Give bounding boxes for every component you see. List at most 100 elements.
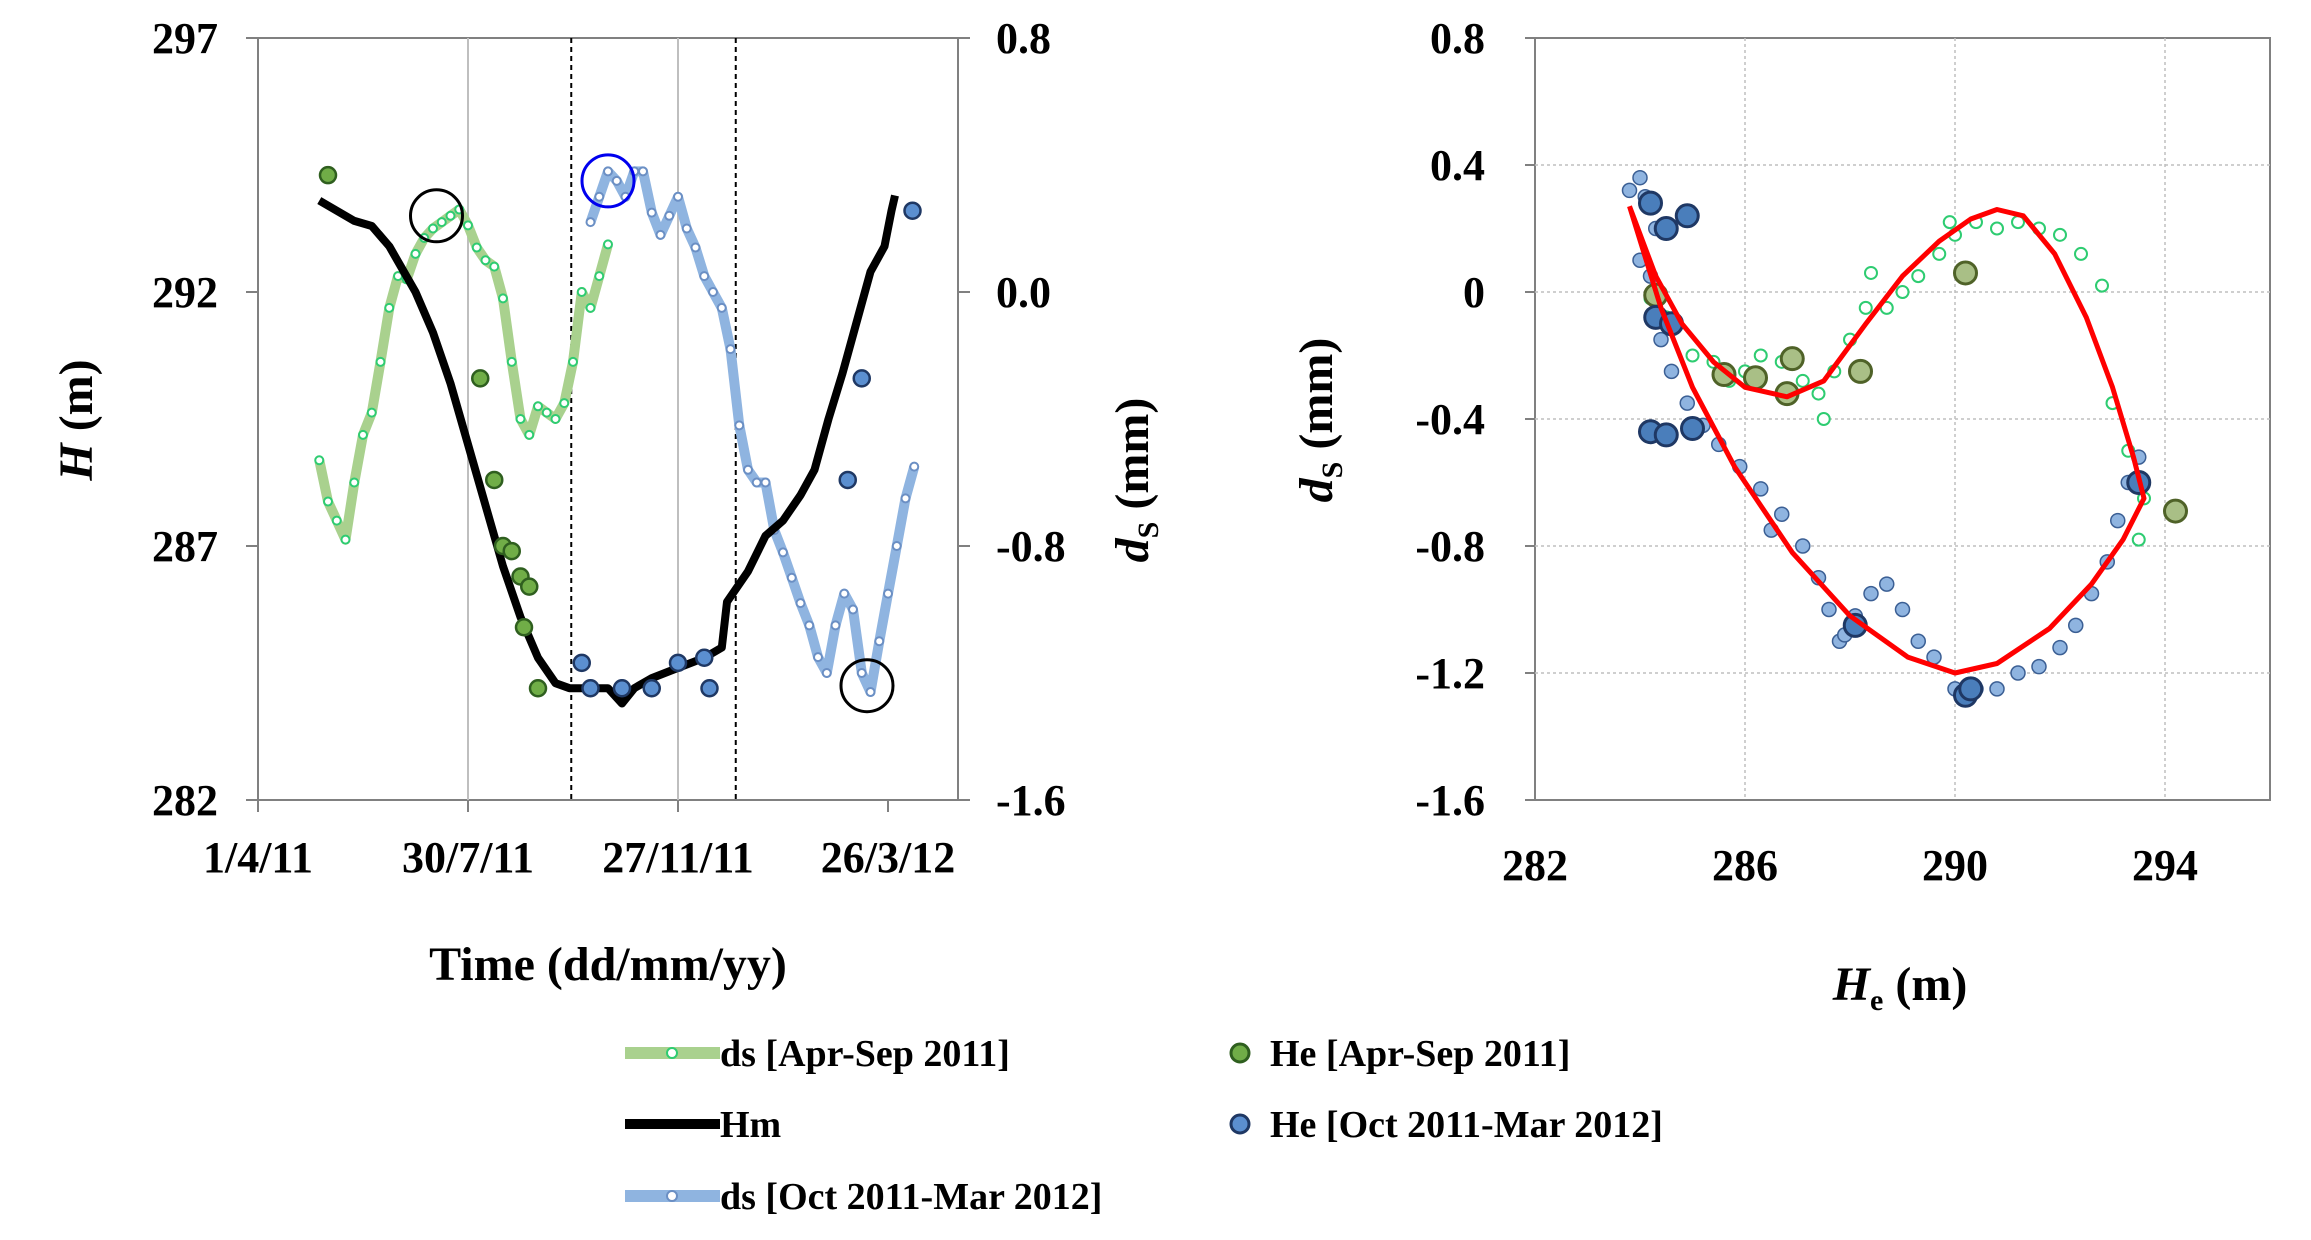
- ds-apr-sep-point-0: [314, 455, 325, 466]
- ds-oct-mar-point-2: [603, 166, 613, 177]
- he-oct-mar-point-0: [572, 653, 591, 673]
- ds-apr-sep-point-26: [541, 407, 552, 418]
- ds-apr-sep-point-29: [568, 356, 578, 367]
- right-xlabel: He (m): [1832, 958, 1968, 1017]
- ds-oct-mar-point-1: [594, 191, 605, 202]
- left-x-tick-label-0: 1/4/11: [203, 833, 313, 882]
- ds-apr-sep-point-20: [489, 261, 500, 272]
- ds-apr-sep-point-22: [506, 356, 517, 367]
- scatter-ds-oct-mar-14: [1795, 538, 1811, 554]
- left-y-tick-label-2: 287: [152, 522, 218, 571]
- left-x-tick-label-1: 30/7/11: [402, 833, 534, 882]
- scatter-ds-apr-sep-2: [1685, 348, 1700, 363]
- ds-oct-mar-point-19: [751, 477, 762, 488]
- scatter-he-apr-sep-7: [2163, 498, 2188, 524]
- scatter-he-apr-sep-4: [1779, 346, 1805, 372]
- right-x-tick-label-1: 286: [1712, 841, 1778, 890]
- scatter-ds-oct-mar-8: [1679, 395, 1695, 411]
- scatter-ds-apr-sep-16: [1932, 246, 1947, 261]
- scatter-ds-oct-mar-33: [2110, 512, 2126, 529]
- legend: ds [Apr-Sep 2011] He [Apr-Sep 2011] Hm H…: [625, 1033, 1663, 1218]
- ds-apr-sep-point-13: [428, 223, 438, 234]
- ds-oct-mar-point-37: [909, 461, 920, 472]
- scatter-ds-apr-sep-24: [2095, 278, 2109, 293]
- right-axis-label: dS (mm): [1106, 398, 1165, 563]
- scatter-ds-oct-mar-12: [1753, 481, 1769, 497]
- legend-item-he-oct-mar: He [Oct 2011-Mar 2012]: [1229, 1104, 1663, 1146]
- ds-oct-mar-point-35: [891, 541, 902, 551]
- ds-oct-mar-point-25: [804, 620, 815, 631]
- scatter-ds-oct-mar-1: [1632, 169, 1648, 186]
- right-x-tick-label-0: 282: [1502, 841, 1568, 890]
- legend-item-ds-apr-sep: ds [Apr-Sep 2011]: [625, 1033, 1010, 1075]
- ds-oct-mar-point-7: [646, 207, 657, 218]
- scatter-ds-oct-mar-30: [2068, 617, 2084, 634]
- ds-apr-sep-point-27: [550, 414, 561, 424]
- he-apr-sep-point-2: [485, 470, 504, 490]
- he-oct-mar-point-4: [668, 653, 688, 673]
- ds-oct-mar-point-27: [821, 668, 832, 678]
- legend-label-he-oct-mar: He [Oct 2011-Mar 2012]: [1270, 1104, 1663, 1146]
- ds-oct-mar-point-14: [708, 287, 718, 297]
- ds-apr-sep-point-11: [410, 248, 421, 259]
- left-tick-labels: 1/4/11 30/7/11 27/11/11 26/3/12 297 292 287 282…: [152, 14, 1066, 882]
- ds-oct-mar-point-33: [874, 636, 885, 647]
- ds-apr-sep-point-1: [323, 496, 333, 507]
- ds-oct-mar-point-16: [725, 344, 736, 355]
- ds-oct-mar-point-36: [900, 493, 911, 504]
- left-gridlines: [467, 38, 679, 800]
- ds-oct-mar-point-12: [690, 242, 701, 253]
- ds-oct-mar-point-23: [786, 572, 797, 583]
- scatter-ds-apr-sep-9: [1811, 386, 1826, 401]
- ds-apr-sep-point-28: [559, 398, 570, 409]
- ds-apr-sep-point-21: [498, 293, 508, 304]
- right-y-tick-label-6: -1.6: [1415, 776, 1485, 825]
- right-y-tick-label-1: 0.0: [996, 268, 1051, 317]
- scatter-ds-oct-mar-7: [1663, 363, 1680, 380]
- scatter-he-oct-mar-10: [1958, 676, 1984, 702]
- ds-apr-sep-point-31: [585, 302, 596, 313]
- right-y-tick-label-4: -0.8: [1415, 522, 1485, 571]
- ds-apr-sep-point-15: [445, 210, 456, 221]
- hm-line: [317, 194, 899, 708]
- scatter-ds-apr-sep-31: [1942, 215, 1957, 230]
- he-oct-mar-point-8: [852, 369, 871, 388]
- he-apr-sep-point-8: [528, 678, 548, 698]
- ds-apr-sep-point-33: [603, 239, 613, 250]
- scatter-he-apr-sep-6: [1953, 260, 1978, 286]
- scatter-ds-apr-sep-15: [1911, 269, 1926, 284]
- right-y-tick-label-5: -1.2: [1415, 649, 1485, 698]
- legend-item-hm: Hm: [625, 1104, 781, 1146]
- right-y-tick-label-2: -0.8: [996, 522, 1066, 571]
- scatter-ds-oct-mar-6: [1653, 331, 1669, 348]
- he-oct-mar-point-5: [695, 648, 714, 668]
- he-oct-mar-point-1: [581, 678, 600, 698]
- scatter-ds-apr-sep-6: [1753, 348, 1768, 363]
- highlight-circle-2: [839, 658, 895, 714]
- ds-oct-mar-point-22: [778, 547, 788, 558]
- scatter-he-oct-mar-1: [1653, 216, 1679, 241]
- he-apr-sep-point-1: [471, 369, 490, 388]
- scatter-he-oct-mar-6: [1653, 422, 1679, 448]
- he-oct-mar-point-2: [612, 678, 632, 698]
- ds-apr-sep-point-4: [349, 477, 360, 488]
- ds-oct-mar-point-9: [664, 210, 675, 221]
- highlight-circle-1: [580, 153, 636, 209]
- scatter-ds-oct-mar-29: [2052, 639, 2068, 656]
- ds-oct-mar-point-20: [760, 477, 771, 488]
- scatter-ds-oct-mar-27: [2010, 665, 2026, 681]
- ds-apr-sep-point-32: [594, 271, 605, 282]
- left-chart: 1/4/11 30/7/11 27/11/11 26/3/12 297 292 287 282…: [50, 14, 1165, 991]
- ds-apr-sep-point-6: [366, 407, 377, 418]
- ds-oct-mar-point-3: [611, 175, 622, 186]
- left-series-layer: [314, 165, 922, 708]
- right-y-tick-label-2: 0: [1463, 268, 1485, 317]
- ds-oct-mar-line: [585, 166, 920, 697]
- ds-oct-mar-point-31: [856, 668, 867, 678]
- left-xlabel: Time (dd/mm/yy): [429, 938, 787, 991]
- ds-oct-mar-point-29: [839, 588, 850, 599]
- scatter-ds-oct-mar-22: [1910, 633, 1926, 649]
- ds-oct-mar-point-18: [743, 464, 753, 475]
- ds-oct-mar-point-0: [585, 217, 596, 228]
